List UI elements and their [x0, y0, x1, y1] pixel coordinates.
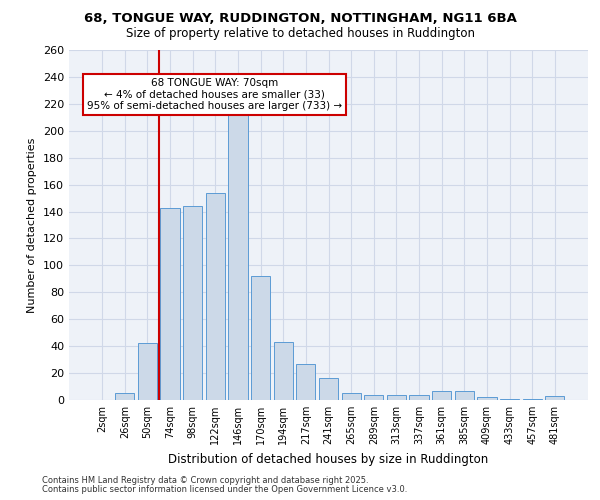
Text: 68, TONGUE WAY, RUDDINGTON, NOTTINGHAM, NG11 6BA: 68, TONGUE WAY, RUDDINGTON, NOTTINGHAM, …: [83, 12, 517, 26]
X-axis label: Distribution of detached houses by size in Ruddington: Distribution of detached houses by size …: [169, 452, 488, 466]
Bar: [319, 378, 338, 400]
Bar: [455, 390, 474, 400]
Bar: [274, 342, 293, 400]
Bar: [229, 114, 248, 400]
Bar: [364, 394, 383, 400]
Bar: [183, 206, 202, 400]
Bar: [138, 344, 157, 400]
Bar: [477, 398, 497, 400]
Bar: [251, 276, 270, 400]
Bar: [341, 394, 361, 400]
Bar: [387, 394, 406, 400]
Text: Contains HM Land Registry data © Crown copyright and database right 2025.: Contains HM Land Registry data © Crown c…: [42, 476, 368, 485]
Bar: [409, 394, 428, 400]
Text: 68 TONGUE WAY: 70sqm
← 4% of detached houses are smaller (33)
95% of semi-detach: 68 TONGUE WAY: 70sqm ← 4% of detached ho…: [87, 78, 342, 111]
Bar: [115, 394, 134, 400]
Bar: [432, 390, 451, 400]
Y-axis label: Number of detached properties: Number of detached properties: [28, 138, 37, 312]
Text: Contains public sector information licensed under the Open Government Licence v3: Contains public sector information licen…: [42, 485, 407, 494]
Bar: [545, 396, 565, 400]
Bar: [500, 398, 519, 400]
Text: Size of property relative to detached houses in Ruddington: Size of property relative to detached ho…: [125, 28, 475, 40]
Bar: [523, 398, 542, 400]
Bar: [160, 208, 180, 400]
Bar: [296, 364, 316, 400]
Bar: [206, 192, 225, 400]
